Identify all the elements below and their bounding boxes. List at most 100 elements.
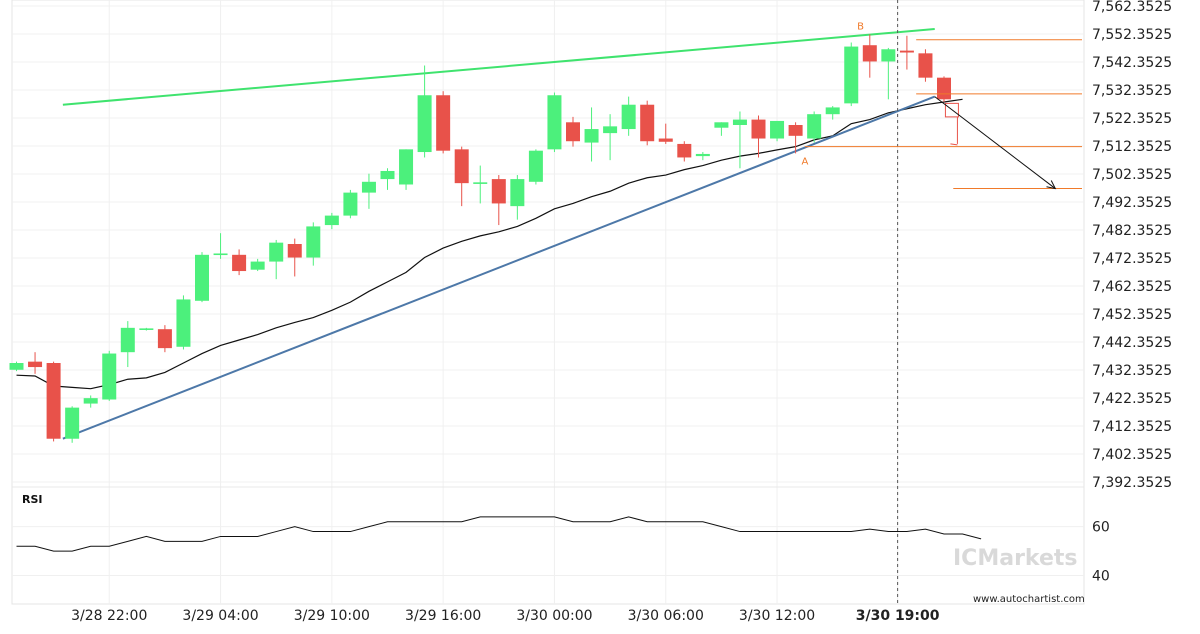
candle-body [361, 181, 376, 193]
candle-body [399, 149, 414, 185]
candle [436, 91, 451, 154]
time-tick-label: 3/29 04:00 [182, 608, 258, 624]
candle-body [528, 150, 543, 182]
price-tick-label: 7,422.3525 [1092, 391, 1172, 407]
candle [9, 361, 24, 372]
candle [324, 212, 339, 230]
candle-body [751, 119, 766, 139]
candle-body [658, 138, 673, 142]
price-tick-label: 7,492.3525 [1092, 195, 1172, 211]
brand-prefix: IC [953, 546, 977, 571]
candle [899, 35, 914, 70]
candle [454, 146, 469, 207]
candle-body [120, 327, 135, 353]
time-tick-label: 3/29 16:00 [405, 608, 481, 624]
candle-body [491, 179, 506, 204]
candle [139, 327, 154, 331]
price-tick-label: 7,532.3525 [1092, 83, 1172, 99]
candle [770, 120, 785, 142]
candle [250, 258, 265, 272]
candle-body [825, 107, 840, 115]
candle [473, 165, 488, 204]
candle [566, 116, 580, 147]
candle-body [65, 407, 80, 439]
time-tick-label: 3/30 12:00 [739, 608, 815, 624]
candle [269, 239, 284, 280]
candle-body [807, 114, 822, 139]
candle-body [195, 254, 209, 301]
candle [232, 249, 247, 276]
candle-body [621, 104, 636, 130]
candle [399, 149, 414, 190]
candle-body [417, 95, 432, 153]
candle-body [176, 299, 191, 347]
candle-body [566, 122, 580, 142]
price-tick-label: 7,482.3525 [1092, 223, 1172, 239]
price-tick-label: 7,402.3525 [1092, 447, 1172, 463]
candle [83, 395, 98, 408]
pattern-point-label: A [801, 156, 808, 167]
time-tick-label: 3/30 00:00 [516, 608, 592, 624]
candle [120, 321, 135, 368]
rsi-panel: RSI [16, 493, 982, 552]
candle [287, 238, 302, 277]
candle [547, 92, 562, 153]
rsi-tick-label: 40 [1092, 569, 1110, 585]
candle-body [714, 122, 729, 128]
price-tick-label: 7,442.3525 [1092, 335, 1172, 351]
candle-body [213, 253, 228, 256]
candle-body [343, 192, 358, 216]
brand-suffix: Markets [977, 546, 1077, 571]
brand-logo: ICMarkets [953, 546, 1078, 571]
candle-body [770, 120, 785, 139]
candle-body [862, 45, 877, 62]
candle [844, 42, 859, 107]
candle-body [380, 170, 395, 180]
candle-body [232, 254, 247, 272]
candle-body [102, 353, 117, 400]
candle [807, 111, 822, 143]
candle-body [937, 77, 951, 100]
candle-body [324, 215, 339, 226]
candle [195, 252, 209, 303]
candle-body [899, 50, 914, 53]
candle-body [547, 95, 562, 150]
rsi-label: RSI [22, 493, 43, 506]
moving-average-line [16, 98, 963, 390]
candle-body [287, 244, 302, 258]
candle [937, 76, 951, 103]
pattern-point-label: B [857, 22, 864, 33]
candle-body [83, 398, 98, 404]
price-tick-label: 7,542.3525 [1092, 55, 1172, 71]
candle-body [250, 261, 265, 270]
candle-body [640, 104, 655, 142]
time-tick-label: 3/29 10:00 [294, 608, 370, 624]
candle-body [788, 125, 803, 136]
candle [862, 34, 877, 78]
candle [213, 233, 228, 259]
candle [584, 107, 599, 162]
price-tick-label: 7,392.3525 [1092, 475, 1172, 491]
candle [380, 168, 395, 190]
forecast-arrow-head [1046, 180, 1057, 190]
candle-body [157, 329, 172, 349]
plot-border [11, 0, 1085, 605]
candle [28, 352, 43, 374]
candle [658, 123, 673, 144]
price-tick-label: 7,472.3525 [1092, 251, 1172, 267]
candle-body [269, 242, 284, 262]
rsi-line [16, 516, 982, 552]
price-tick-label: 7,512.3525 [1092, 139, 1172, 155]
candle [510, 175, 525, 220]
candle [695, 152, 710, 161]
candle-body [918, 53, 933, 78]
svg-text:ICMarkets: ICMarkets [953, 546, 1078, 571]
candle-body [584, 129, 599, 143]
candle [918, 49, 933, 82]
candle-body [677, 143, 692, 158]
candle [751, 115, 766, 158]
candle [732, 111, 747, 169]
candle-body [732, 119, 747, 125]
candle [603, 114, 618, 161]
